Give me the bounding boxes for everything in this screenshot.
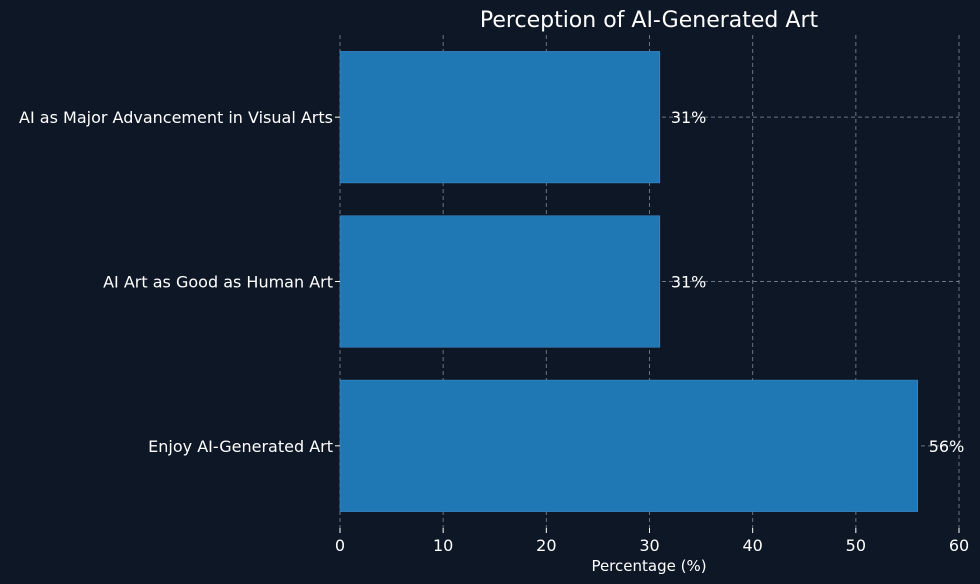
x-tick-label: 30 [639, 536, 659, 555]
bar [339, 51, 661, 184]
data-labels: 56% 31% 31% [671, 108, 964, 456]
x-tick-label: 10 [433, 536, 453, 555]
bar [339, 379, 919, 512]
x-tick-label: 0 [335, 536, 345, 555]
x-tick-label: 60 [949, 536, 969, 555]
x-tick-label: 50 [846, 536, 866, 555]
y-category-label: Enjoy AI-Generated Art [148, 437, 333, 456]
y-axis-categories: Enjoy AI-Generated Art AI Art as Good as … [19, 108, 340, 456]
bar-value-label: 31% [671, 273, 707, 292]
bar-value-label: 56% [929, 437, 965, 456]
x-tick-label: 40 [742, 536, 762, 555]
y-category-label: AI as Major Advancement in Visual Arts [19, 108, 333, 127]
x-axis-ticks: 0 10 20 30 40 50 60 [335, 528, 969, 555]
bar-layer [339, 51, 919, 512]
x-tick-label: 20 [536, 536, 556, 555]
bar [339, 215, 661, 348]
x-axis-label: Percentage (%) [591, 557, 706, 575]
bar-value-label: 31% [671, 108, 707, 127]
chart-title: Perception of AI-Generated Art [480, 8, 819, 33]
y-category-label: AI Art as Good as Human Art [103, 273, 333, 292]
